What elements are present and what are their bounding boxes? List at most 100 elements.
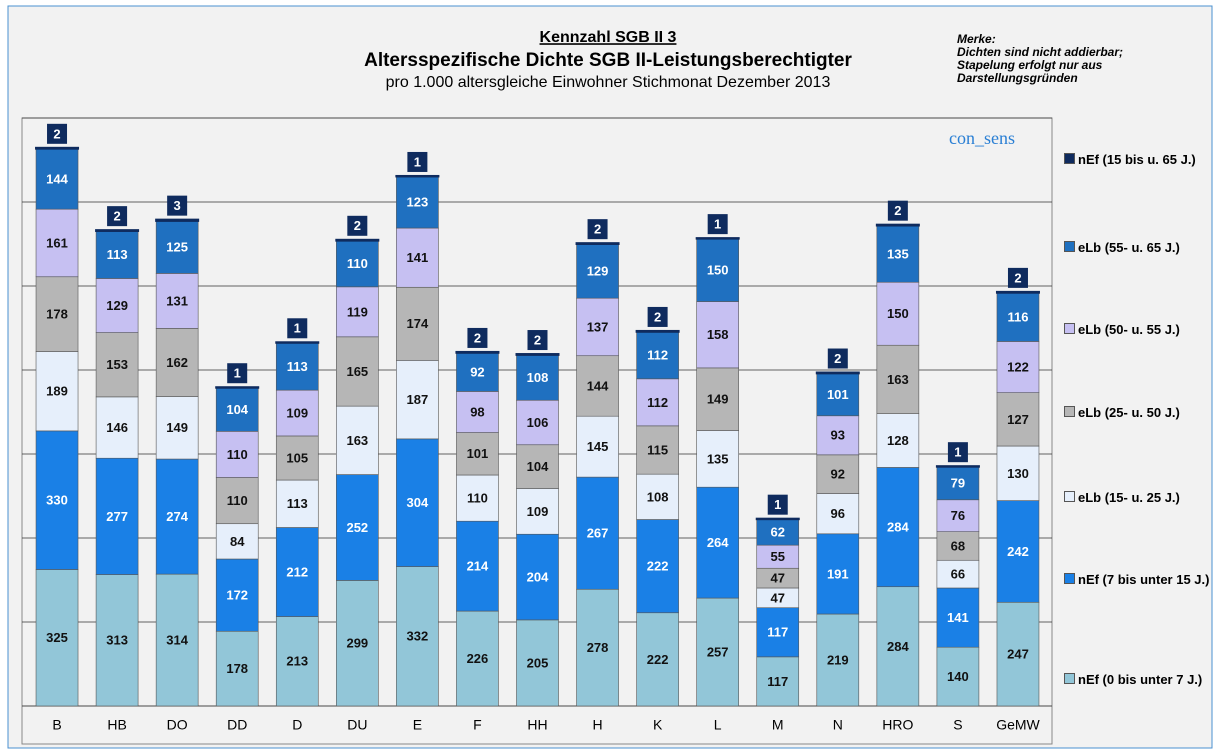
bar-segment [155, 328, 199, 397]
bar-segment [155, 220, 199, 274]
bar-segment [756, 518, 800, 546]
data-label: 278 [587, 640, 609, 655]
data-label: 108 [527, 370, 549, 385]
data-label: 158 [707, 327, 729, 342]
data-label: 66 [951, 567, 965, 582]
bar-segment [876, 586, 920, 707]
label-box [287, 318, 308, 339]
bar-segment [395, 174, 440, 178]
bar-segment [936, 466, 980, 501]
bar-segment [756, 656, 800, 707]
bar-segment [215, 431, 259, 478]
label-box [407, 151, 428, 172]
bar-segment [636, 331, 679, 380]
bar-segment [215, 523, 259, 560]
data-label: 144 [46, 171, 68, 186]
data-label: 106 [527, 415, 549, 430]
bar-segment [336, 336, 379, 407]
bar-segment [876, 225, 920, 283]
data-label: 277 [106, 509, 128, 524]
bar-segment [516, 619, 559, 707]
x-tick-label: B [52, 717, 61, 733]
data-label: 187 [407, 392, 429, 407]
bar-segment [516, 488, 559, 535]
data-label: 140 [947, 669, 969, 684]
data-label: 149 [166, 420, 188, 435]
bar-segment [696, 301, 739, 369]
bar-segment [576, 415, 619, 478]
bar-segment [95, 229, 140, 232]
bar-segment [455, 350, 500, 354]
data-label: 145 [587, 439, 609, 454]
chart-title: Kennzahl SGB II 3 [540, 29, 677, 46]
label-box [347, 215, 368, 236]
bar-segment [996, 341, 1040, 393]
data-label: 330 [46, 493, 68, 508]
label-box [227, 363, 248, 384]
data-label: 325 [46, 630, 68, 645]
bar-segment [396, 566, 439, 707]
bar-segment [516, 399, 559, 446]
bar-segment [996, 601, 1040, 707]
data-label: 108 [647, 489, 669, 504]
data-label: 242 [1007, 544, 1029, 559]
data-label: 137 [587, 319, 609, 334]
bar-segment [816, 373, 860, 417]
legend-label: eLb (25- u. 50 J.) [1078, 405, 1180, 420]
data-label: 79 [951, 476, 965, 491]
data-label: 264 [707, 535, 729, 550]
bar-segment [215, 386, 260, 389]
data-label: 135 [707, 451, 729, 466]
data-label: 68 [951, 538, 965, 553]
label-box [947, 442, 968, 463]
legend-item: eLb (55- u. 65 J.) [1064, 240, 1214, 256]
data-label: 332 [407, 629, 429, 644]
bar-segment [456, 391, 499, 433]
bar-segment [516, 444, 559, 489]
bar-segment [396, 176, 439, 229]
data-label: 93 [831, 428, 845, 443]
data-label: 117 [767, 674, 788, 689]
label-box [1007, 267, 1028, 288]
label-box [647, 306, 668, 327]
data-label: 2 [474, 330, 481, 345]
bar-segment [695, 237, 740, 240]
bar-segment [396, 286, 439, 361]
x-tick-label: E [413, 717, 422, 733]
data-label: 1 [774, 497, 781, 512]
data-label: 92 [831, 467, 845, 482]
bar-segment [755, 517, 800, 521]
data-label: 165 [346, 364, 368, 379]
bar-segment [35, 208, 79, 278]
legend-label: nEf (0 bis unter 7 J.) [1078, 672, 1203, 687]
data-label: 55 [771, 549, 785, 564]
bar-segment [275, 616, 319, 707]
data-label: 2 [534, 332, 541, 347]
legend-swatch [1064, 491, 1075, 502]
data-label: 76 [951, 508, 965, 523]
bar-segment [215, 558, 259, 632]
data-label: 1 [414, 154, 421, 169]
bar-segment [275, 527, 319, 617]
legend-swatch [1064, 673, 1075, 684]
bar-segment [516, 354, 559, 401]
data-label: 299 [346, 636, 368, 651]
data-label: 314 [166, 632, 188, 647]
data-label: 226 [467, 651, 489, 666]
data-label: 178 [46, 307, 68, 322]
data-label: 161 [46, 235, 68, 250]
data-label: 2 [654, 309, 661, 324]
bar-segment [456, 520, 499, 612]
x-tick-label: HH [527, 717, 547, 733]
bar-segment [275, 342, 319, 391]
bar-segment [155, 573, 199, 707]
legend-swatch [1064, 406, 1075, 417]
x-tick-label: DU [347, 717, 367, 733]
data-label: 105 [286, 450, 308, 465]
x-tick-label: DO [167, 717, 188, 733]
data-label: 1 [954, 445, 961, 460]
data-label: 178 [226, 661, 248, 676]
data-label: 189 [46, 384, 68, 399]
x-tick-label: F [473, 717, 482, 733]
data-label: 113 [287, 359, 308, 374]
